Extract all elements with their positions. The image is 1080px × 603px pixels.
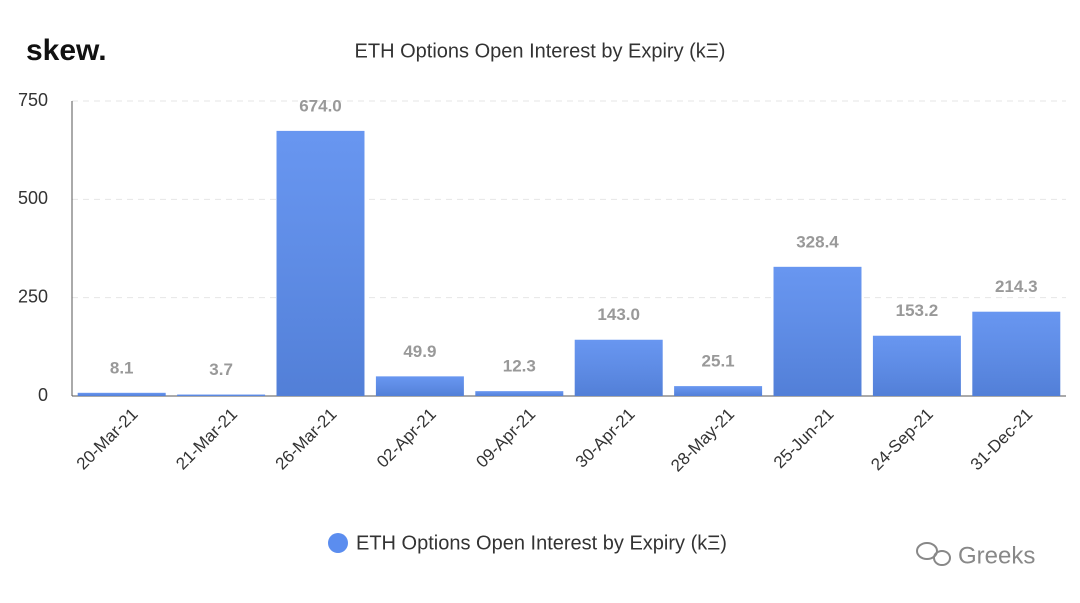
data-label: 49.9 — [403, 342, 436, 361]
watermark: Greeks — [958, 542, 1035, 569]
bar-shade — [475, 391, 564, 396]
bar-shade — [77, 392, 166, 396]
chart-title: ETH Options Open Interest by Expiry (kΞ) — [355, 40, 726, 62]
legend-label: ETH Options Open Interest by Expiry (kΞ) — [356, 532, 727, 554]
bar-shade — [574, 339, 663, 396]
bar-shade — [177, 394, 266, 396]
legend-marker — [328, 533, 348, 553]
data-label: 3.7 — [209, 360, 233, 379]
bar-shade — [276, 130, 365, 397]
data-label: 8.1 — [110, 358, 134, 377]
data-label: 328.4 — [796, 232, 839, 251]
data-label: 12.3 — [503, 357, 536, 376]
bar-shade — [674, 386, 763, 396]
bar-shade — [375, 376, 464, 396]
data-label: 25.1 — [702, 352, 735, 371]
data-label: 214.3 — [995, 277, 1038, 296]
y-tick-label: 500 — [18, 188, 48, 208]
y-tick-label: 750 — [18, 90, 48, 110]
data-label: 674.0 — [299, 96, 342, 115]
bar-shade — [872, 335, 961, 396]
data-label: 153.2 — [896, 301, 939, 320]
y-tick-label: 0 — [38, 385, 48, 405]
brand: skew. — [26, 34, 107, 67]
bar-shade — [773, 266, 862, 396]
y-tick-label: 250 — [18, 286, 48, 306]
data-label: 143.0 — [597, 305, 640, 324]
bar-shade — [972, 311, 1061, 396]
watermark-icon — [916, 542, 951, 566]
